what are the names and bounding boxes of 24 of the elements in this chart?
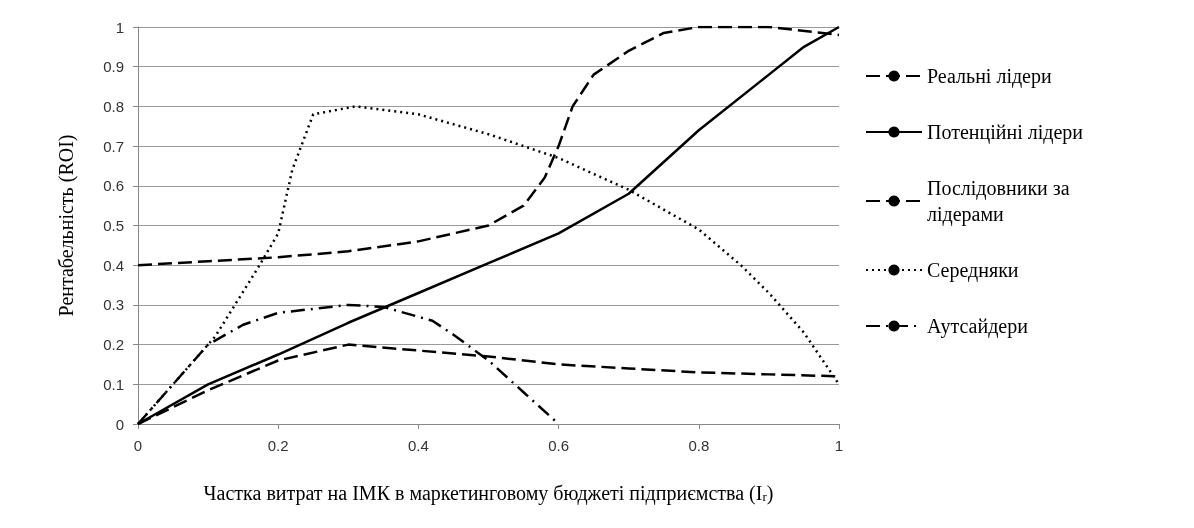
legend-label: Реальні лідери: [927, 65, 1052, 88]
y-tick-label: 1: [115, 18, 124, 36]
y-tick-label: 0: [115, 415, 124, 433]
y-tick-label: 0.1: [103, 375, 124, 393]
x-axis-title: Частка витрат на ІМК в маркетинговому бюджеті підприємства (Ir): [203, 481, 774, 505]
y-tick-label: 0.5: [103, 217, 124, 234]
x-tick-label: 0.2: [267, 437, 289, 454]
x-tick-label: 0.8: [688, 437, 710, 454]
x-tick-label: 0.6: [548, 437, 570, 454]
y-tick-label: 0.7: [103, 137, 124, 155]
legend-label: Послідовники за лідерами: [927, 177, 1070, 226]
x-tick-label: 1: [834, 437, 844, 454]
y-tick-label: 0.3: [103, 296, 124, 314]
legend-label: Середняки: [927, 259, 1019, 282]
y-axis-title: Рентабельність (ROI): [55, 134, 78, 317]
y-tick-label: 0.8: [103, 97, 124, 115]
y-tick-label: 0.9: [103, 58, 124, 76]
x-tick-label: 0.4: [407, 437, 429, 454]
y-tick-label: 0.6: [103, 177, 124, 195]
legend-label: Потенційні лідери: [927, 121, 1084, 144]
y-tick-label: 0.2: [103, 336, 124, 354]
legend-label: Аутсайдери: [927, 315, 1029, 338]
x-tick-label: 0: [133, 437, 143, 454]
y-tick-label: 0.4: [103, 256, 124, 274]
